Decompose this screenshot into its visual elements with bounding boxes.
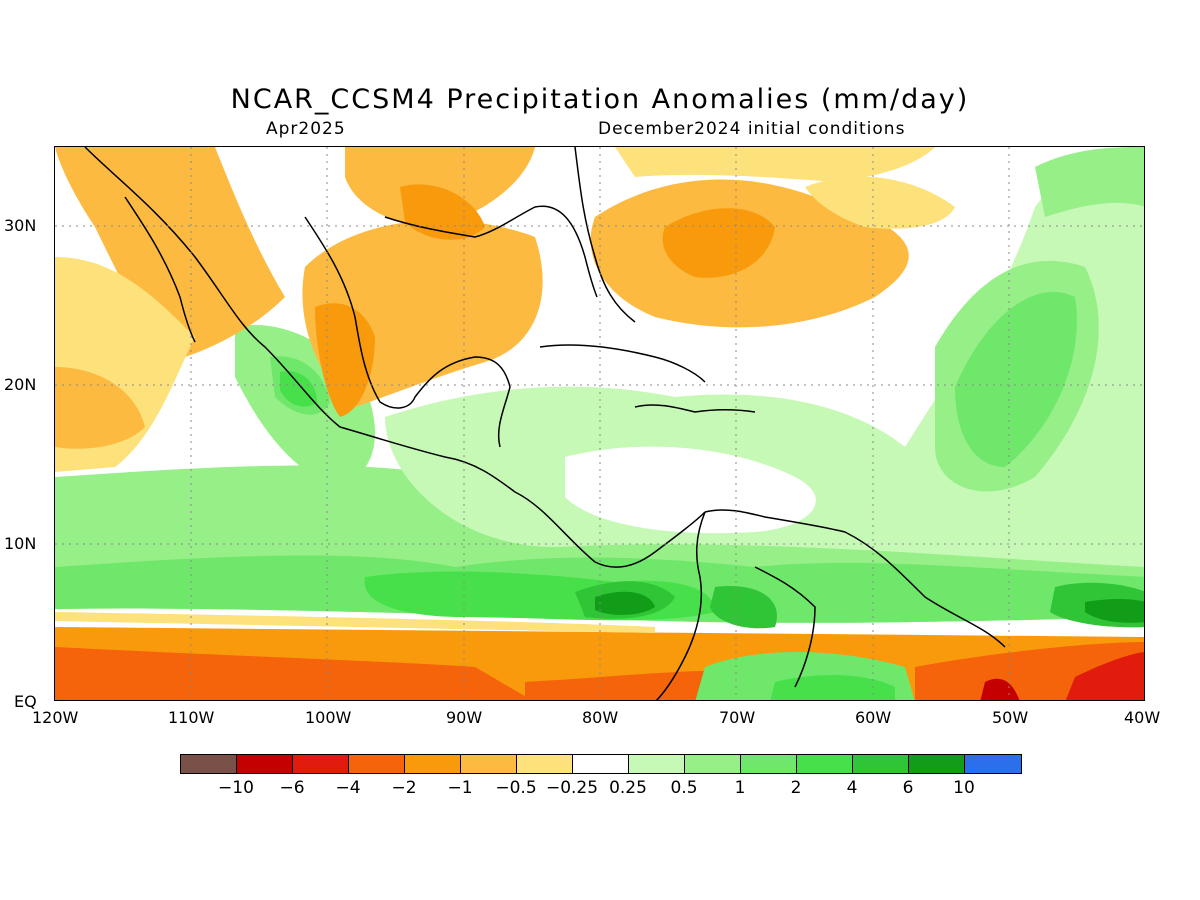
- anomaly-field: [1085, 599, 1144, 623]
- legend-label: −0.25: [545, 778, 599, 798]
- anomaly-field: [525, 670, 755, 700]
- x-tick-label: 60W: [855, 708, 892, 727]
- anomaly-field: [55, 367, 145, 449]
- legend-label: −1: [447, 778, 473, 798]
- anomaly-field: [55, 612, 655, 633]
- legend-color-swatch: [237, 755, 293, 773]
- legend-color-swatch: [573, 755, 629, 773]
- y-tick-label: 10N: [4, 534, 37, 553]
- legend-label: −0.5: [495, 778, 537, 798]
- x-tick-label: 70W: [719, 708, 756, 727]
- anomaly-field: [565, 446, 816, 534]
- x-tick-label: 90W: [446, 708, 483, 727]
- x-tick-label: 100W: [305, 708, 352, 727]
- precipitation-map: [54, 146, 1145, 701]
- legend-color-swatch: [293, 755, 349, 773]
- y-tick-label: 20N: [4, 375, 37, 394]
- anomaly-field: [345, 147, 535, 227]
- legend-color-swatch: [405, 755, 461, 773]
- map-canvas: [55, 147, 1144, 700]
- legend-color-swatch: [909, 755, 965, 773]
- legend-label: 4: [846, 778, 858, 798]
- legend-label: 0.25: [609, 778, 647, 798]
- legend-label: 0.5: [670, 778, 698, 798]
- y-tick-label: EQ: [14, 692, 37, 711]
- legend-color-swatch: [461, 755, 517, 773]
- anomaly-field: [280, 371, 317, 407]
- x-tick-label: 110W: [168, 708, 215, 727]
- legend-color-swatch: [741, 755, 797, 773]
- legend-label: −4: [335, 778, 361, 798]
- legend-color-swatch: [517, 755, 573, 773]
- graticule: [55, 147, 1144, 700]
- initial-conditions: December2024 initial conditions: [598, 119, 906, 139]
- legend-label: −2: [391, 778, 417, 798]
- x-tick-label: 40W: [1124, 708, 1161, 727]
- x-tick-label: 80W: [582, 708, 619, 727]
- anomaly-field: [595, 591, 655, 615]
- legend-color-swatch: [965, 755, 1021, 773]
- anomaly-field: [615, 147, 935, 182]
- legend-color-swatch: [349, 755, 405, 773]
- anomaly-field: [1035, 147, 1144, 217]
- legend-label: 2: [790, 778, 802, 798]
- legend-label: 6: [902, 778, 914, 798]
- anomaly-field: [662, 208, 775, 278]
- legend-label: −10: [218, 778, 254, 798]
- anomaly-field: [955, 291, 1077, 467]
- legend-label: 10: [953, 778, 975, 798]
- y-tick-label: 30N: [4, 216, 37, 235]
- legend-label: −6: [279, 778, 305, 798]
- legend-color-swatch: [797, 755, 853, 773]
- anomaly-field: [55, 647, 532, 700]
- anomaly-field: [980, 678, 1020, 700]
- legend-color-swatch: [685, 755, 741, 773]
- x-tick-label: 120W: [32, 708, 79, 727]
- anomaly-field: [710, 586, 777, 629]
- legend-color-swatch: [629, 755, 685, 773]
- coastlines: [84, 147, 1006, 700]
- legend-label: 1: [734, 778, 746, 798]
- color-legend: [180, 754, 1022, 774]
- legend-color-swatch: [181, 755, 237, 773]
- x-tick-label: 50W: [992, 708, 1029, 727]
- forecast-month: Apr2025: [266, 119, 346, 139]
- map-title: NCAR_CCSM4 Precipitation Anomalies (mm/d…: [230, 84, 970, 115]
- anomaly-field: [1065, 652, 1144, 700]
- anomaly-field: [805, 176, 955, 229]
- anomaly-field: [315, 303, 375, 417]
- anomaly-field: [770, 675, 895, 700]
- legend-color-swatch: [853, 755, 909, 773]
